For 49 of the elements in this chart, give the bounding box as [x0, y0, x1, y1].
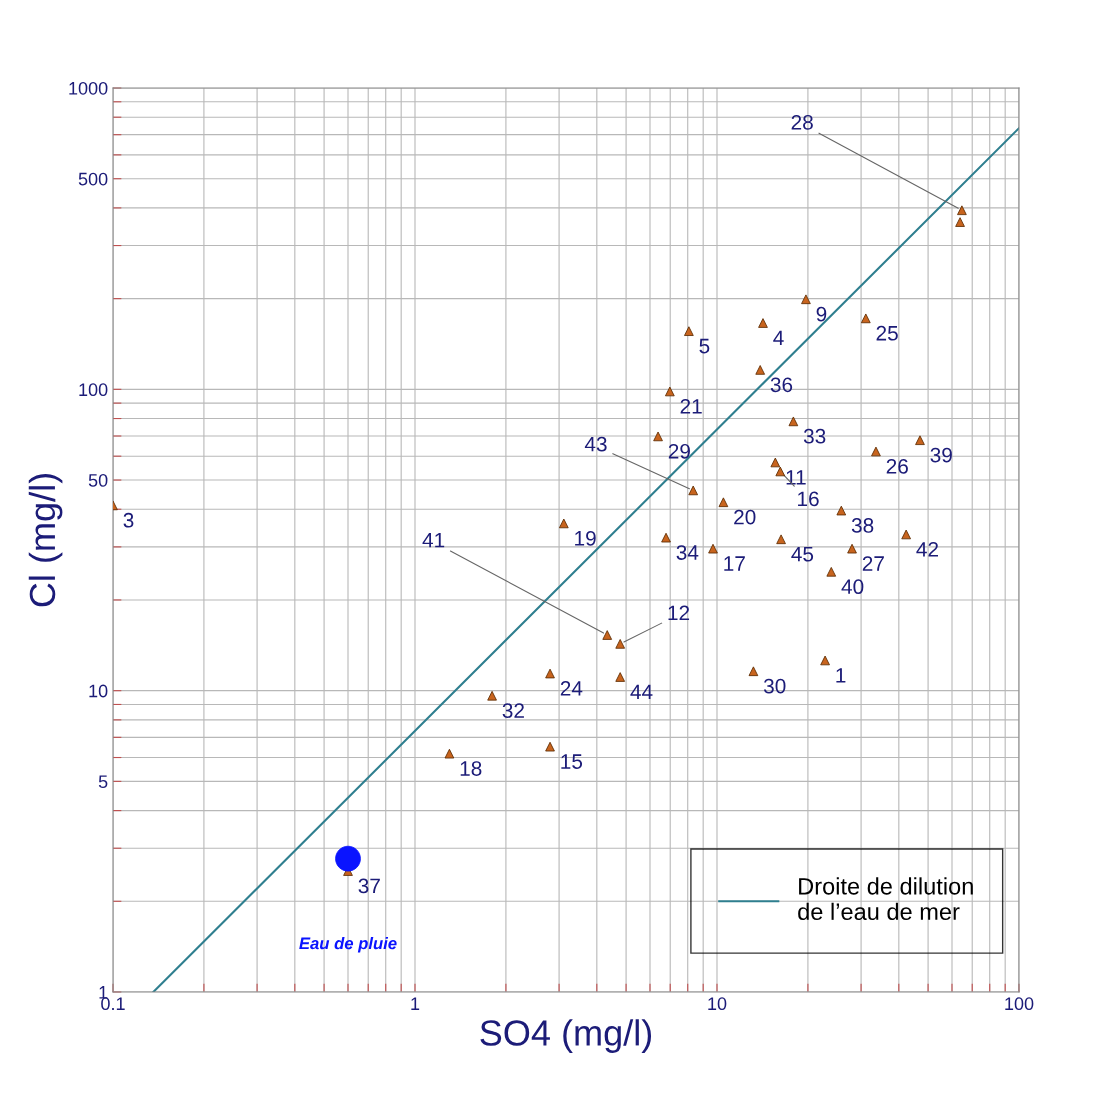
annotation: 19	[575, 530, 596, 546]
x-tick-label: 1	[411, 997, 420, 1010]
annotation: 4	[773, 330, 784, 346]
y-tick-label: 1	[99, 986, 108, 999]
x-axis-title: SO4 (mg/l)	[480, 1019, 652, 1053]
annotation: 27	[862, 556, 884, 571]
annotation: 34	[676, 545, 699, 560]
y-tick-label: 100	[79, 383, 108, 397]
annotation: 1	[836, 668, 846, 683]
y-tick-label: 500	[78, 172, 108, 186]
annotation: 36	[770, 377, 793, 393]
annotation: 30	[763, 678, 786, 694]
annotation: 32	[502, 703, 524, 718]
annotation: 42	[916, 541, 938, 557]
text: Eau de pluie	[299, 937, 397, 953]
annotation: 43	[584, 436, 607, 452]
annotation: 45	[791, 546, 814, 562]
annotation: 20	[734, 509, 756, 525]
annotation: 33	[803, 428, 826, 444]
annotation: 41	[422, 533, 445, 548]
annotation: 21	[680, 398, 702, 414]
y-tick-label: 1000	[69, 81, 108, 95]
annotation: 28	[791, 114, 813, 130]
annotation: 26	[886, 458, 908, 474]
annotation: 37	[358, 878, 380, 894]
annotation: 15	[561, 754, 583, 769]
annotation: 3	[123, 512, 134, 528]
x-tick-label: 10	[708, 997, 727, 1011]
legend-label: Droite de dilution de l’eau de mer	[798, 877, 973, 921]
annotation: 29	[668, 443, 690, 459]
x-tick-label: 100	[1005, 997, 1034, 1011]
y-tick-label: 5	[98, 775, 108, 789]
annotation: 38	[851, 518, 874, 533]
annotation: 40	[841, 579, 864, 595]
annotation: 39	[930, 447, 952, 463]
y-tick-label: 50	[88, 473, 108, 487]
annotation: 9	[816, 306, 827, 322]
annotation: 11	[786, 470, 806, 485]
annotation: 18	[460, 761, 482, 776]
annotation: 24	[560, 681, 583, 696]
y-tick-label: 10	[89, 684, 108, 698]
y-axis-title: Cl (mg/l)	[28, 474, 63, 607]
x-tick-label: 0.1	[101, 997, 125, 1011]
annotation: 25	[876, 325, 898, 341]
annotation: 16	[798, 491, 819, 507]
annotation: 44	[630, 684, 653, 700]
annotation: 12	[668, 605, 690, 621]
annotation: 17	[724, 556, 745, 571]
annotation: 5	[699, 338, 710, 354]
